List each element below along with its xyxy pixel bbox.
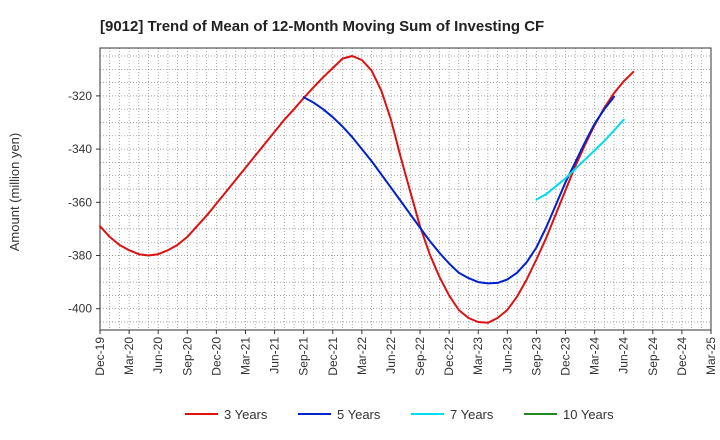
x-tick-label: Mar-22 — [355, 337, 369, 375]
x-axis-ticks: Dec-19 Mar-20 Jun-20 Sep-20 Dec-20 Mar-21 Jun-… — [93, 330, 718, 376]
y-tick-label: -340 — [68, 142, 92, 156]
legend: 3 Years 5 Years 7 Years 10 Years — [185, 407, 614, 422]
x-tick-label: Jun-22 — [384, 337, 398, 374]
x-tick-label: Dec-19 — [93, 337, 107, 376]
series-line-5-years — [302, 95, 615, 285]
legend-label-10-years: 10 Years — [563, 407, 614, 422]
x-tick-label: Jun-20 — [151, 337, 165, 374]
x-tick-label: Mar-20 — [122, 337, 136, 375]
x-tick-label: Dec-22 — [442, 337, 456, 376]
y-axis-ticks: -400 -380 -360 -340 -320 — [68, 89, 100, 316]
legend-label-7-years: 7 Years — [450, 407, 494, 422]
plot-area-frame — [99, 47, 712, 331]
series-line-3-years — [99, 55, 635, 324]
y-axis-label: Amount (million yen) — [7, 133, 22, 252]
series-lines — [99, 55, 635, 324]
x-tick-label: Mar-25 — [704, 337, 718, 375]
y-tick-label: -380 — [68, 249, 92, 263]
x-tick-label: Mar-21 — [239, 337, 253, 375]
x-tick-label: Sep-23 — [529, 337, 543, 376]
y-tick-label: -360 — [68, 195, 92, 209]
series-line-7-years — [535, 118, 625, 201]
grid-lines — [100, 48, 711, 330]
x-tick-label: Sep-20 — [180, 337, 194, 376]
x-tick-label: Sep-22 — [413, 337, 427, 376]
x-tick-label: Jun-21 — [268, 337, 282, 374]
x-tick-label: Jun-24 — [617, 337, 631, 374]
legend-label-5-years: 5 Years — [337, 407, 381, 422]
x-tick-label: Dec-23 — [559, 337, 573, 376]
legend-label-3-years: 3 Years — [224, 407, 268, 422]
x-tick-label: Mar-23 — [471, 337, 485, 375]
x-tick-label: Sep-24 — [646, 337, 660, 376]
chart-title: [9012] Trend of Mean of 12-Month Moving … — [100, 18, 544, 35]
x-tick-label: Dec-21 — [326, 337, 340, 376]
y-tick-label: -400 — [68, 302, 92, 316]
x-tick-label: Jun-23 — [500, 337, 514, 374]
x-tick-label: Dec-20 — [209, 337, 223, 376]
x-tick-label: Dec-24 — [675, 337, 689, 376]
y-tick-label: -320 — [68, 89, 92, 103]
x-tick-label: Mar-24 — [588, 337, 602, 375]
x-tick-label: Sep-21 — [297, 337, 311, 376]
